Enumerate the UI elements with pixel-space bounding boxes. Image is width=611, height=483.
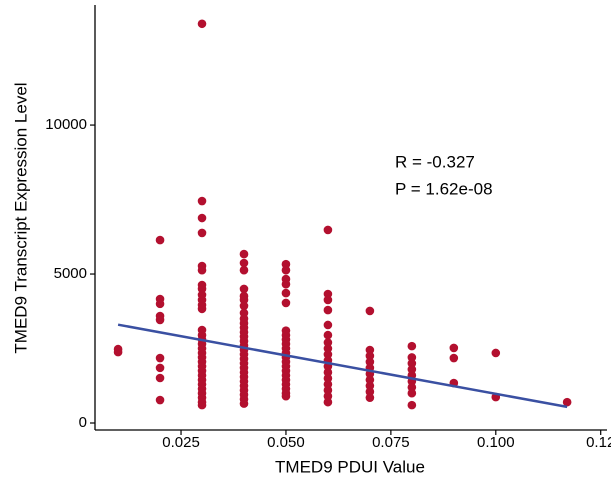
point (155, 395, 165, 405)
point (365, 381, 375, 391)
point (449, 353, 459, 363)
point (407, 382, 417, 392)
point (323, 225, 333, 235)
point (365, 375, 375, 385)
point (491, 348, 501, 358)
point (197, 196, 207, 206)
point (155, 373, 165, 383)
point (281, 391, 291, 401)
point (197, 304, 207, 314)
point (323, 374, 333, 383)
point (323, 330, 333, 340)
point (323, 338, 333, 347)
point (239, 284, 249, 294)
point (155, 315, 165, 325)
y-tick-label: 10000 (45, 116, 87, 133)
point (407, 365, 417, 374)
x-axis-label: TMED9 PDUI Value (275, 457, 425, 476)
point (449, 343, 459, 353)
point (407, 341, 417, 351)
point (281, 259, 291, 269)
point (155, 299, 165, 309)
trend-line (117, 323, 568, 409)
point (323, 385, 333, 395)
point (113, 347, 123, 357)
point (155, 353, 165, 363)
point (281, 288, 291, 298)
point (281, 279, 291, 289)
point (562, 397, 572, 407)
point (323, 391, 333, 401)
point (323, 289, 333, 299)
point (323, 397, 333, 407)
point (197, 400, 207, 410)
y-axis-label: TMED9 Transcript Expression Level (11, 82, 30, 353)
point (323, 320, 333, 330)
point (239, 258, 249, 268)
annotation: R = -0.327 (395, 152, 475, 171)
x-tick-label: 0.100 (477, 434, 515, 451)
y-tick-label: 5000 (54, 265, 87, 282)
point (365, 357, 375, 367)
point (281, 265, 291, 275)
point (239, 399, 249, 408)
y-tick-label: 0 (79, 414, 87, 431)
x-tick-label: 0.025 (162, 434, 200, 451)
point (407, 353, 417, 362)
point (365, 345, 375, 355)
point (407, 388, 417, 398)
x-tick-label: 0.075 (372, 434, 410, 451)
point (239, 265, 249, 275)
point (365, 306, 375, 316)
point (407, 400, 417, 410)
point (323, 379, 333, 389)
point (239, 295, 249, 305)
point (197, 284, 207, 294)
point (365, 393, 375, 402)
point (323, 305, 333, 315)
point (323, 344, 333, 353)
point (197, 19, 207, 29)
point (323, 295, 333, 305)
point (155, 235, 165, 245)
point (365, 387, 375, 397)
point (197, 228, 207, 238)
point (239, 249, 249, 259)
point (281, 298, 291, 308)
x-tick-label: 0.050 (267, 434, 305, 451)
point (197, 265, 207, 275)
point (365, 351, 375, 361)
point (323, 350, 333, 359)
x-tick-label: 0.12 (586, 434, 611, 451)
point (197, 213, 207, 223)
point (155, 363, 165, 373)
point (323, 368, 333, 377)
annotation: P = 1.62e-08 (395, 179, 493, 198)
point (407, 359, 417, 368)
point (239, 301, 249, 311)
